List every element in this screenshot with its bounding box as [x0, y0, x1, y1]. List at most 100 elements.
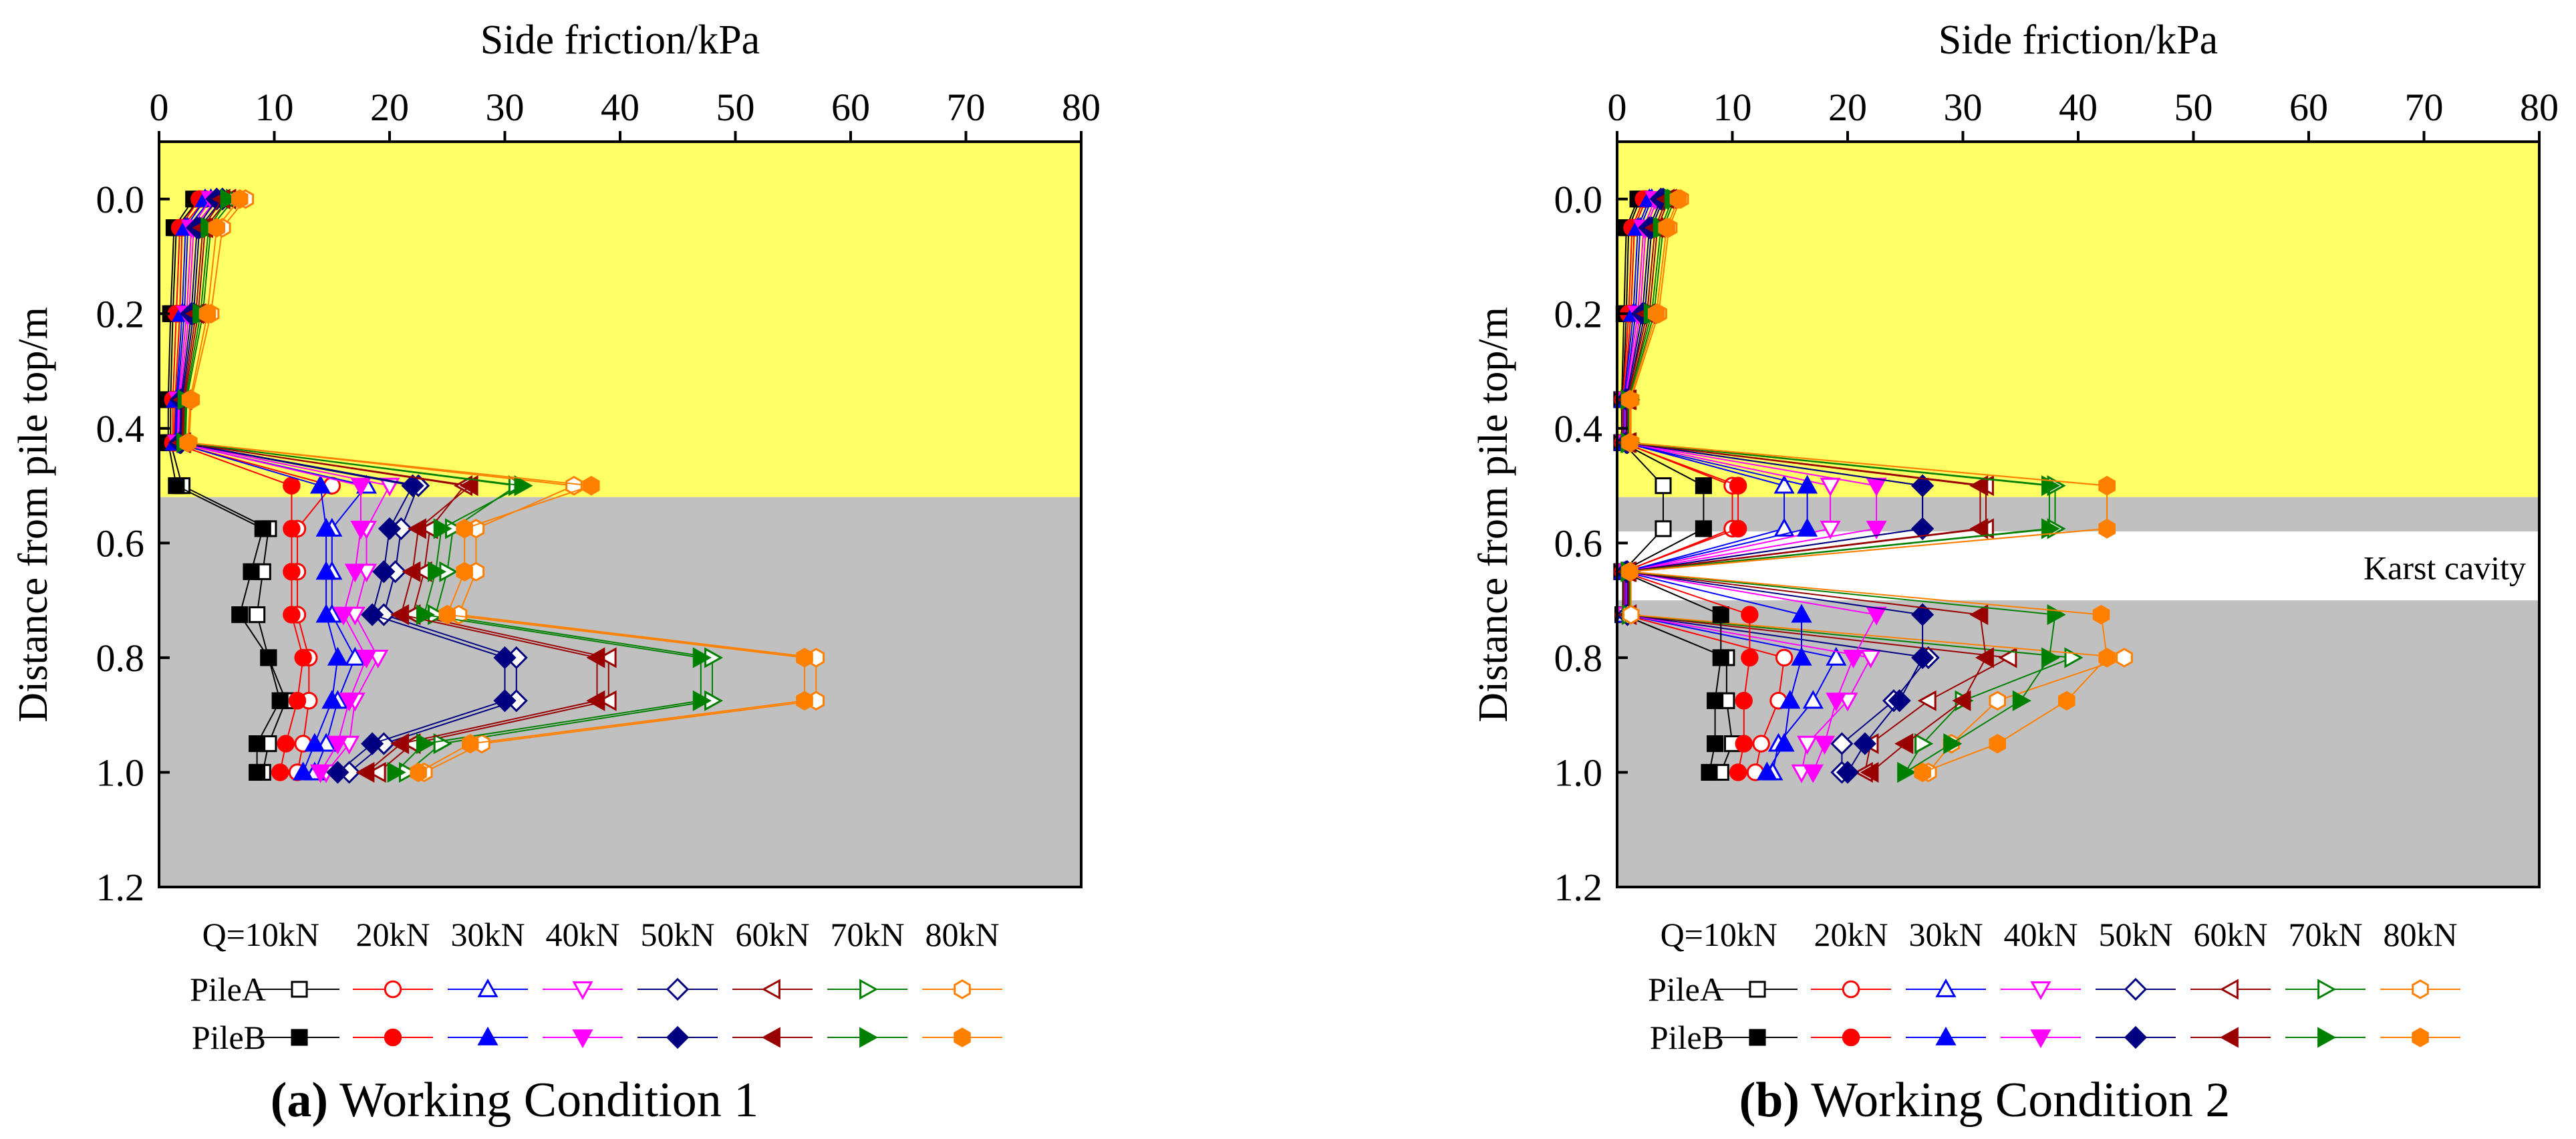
panel-b-data-point: [1888, 689, 1911, 713]
panel-a-legend-marker: [859, 979, 879, 1000]
panel-a-legend-load-label: 20kN: [355, 916, 430, 953]
panel-a-x-tick-label: 60: [831, 86, 870, 129]
panel-a-data-point: [428, 561, 447, 582]
panel-b-data-point: [1820, 477, 1841, 497]
panel-a-data-point: [378, 517, 402, 541]
panel-b-legend-marker: [2317, 979, 2337, 1000]
panel-b-data-point: [1830, 732, 1854, 755]
panel-a-data-point: [796, 690, 813, 711]
panel-b-data-point: [1695, 477, 1712, 495]
panel-a-data-point: [692, 647, 712, 668]
panel-a-data-point: [344, 563, 366, 583]
panel-b-legend-marker: [1935, 1026, 1957, 1045]
panel-b-legend-marker: [1842, 1028, 1860, 1047]
panel-a-data-point: [179, 432, 196, 453]
panel-b-data-point: [1712, 606, 1729, 624]
panel-b-data-point: [1943, 733, 1963, 755]
panel-a-legend-marker: [761, 1027, 780, 1048]
panel-b-legend-load-label: 50kN: [2098, 916, 2172, 953]
panel-a-legend-marker: [291, 1029, 308, 1046]
panel-b-x-tick-label: 20: [1828, 86, 1867, 129]
panel-b-data-point: [1621, 432, 1638, 453]
panel-a-data-point: [326, 761, 349, 784]
panel-b-data-point: [2041, 475, 2060, 497]
panel-a-legend-marker: [291, 981, 308, 998]
panel-b-data-point: [1621, 390, 1638, 410]
panel-b-data-point: [1894, 733, 1914, 755]
panel-b-y-axis-title: Distance from pile top/m: [1471, 307, 1516, 723]
panel-b-data-point: [1969, 518, 1989, 539]
panel-a-data-point: [254, 520, 271, 537]
panel-b-y-tick-label: 0.8: [1554, 636, 1603, 680]
panel-a-legend-marker: [666, 1025, 690, 1049]
panel-b-data-point: [1655, 477, 1672, 495]
panel-b-legend-load-label: 40kN: [2003, 916, 2078, 953]
panel-b-data-point: [1797, 475, 1818, 494]
panel-a-data-point: [459, 475, 478, 497]
panel-b-y-tick-label: 1.2: [1554, 866, 1603, 909]
panel-a-data-point: [327, 735, 348, 755]
panel-b-data-point: [1773, 733, 1795, 752]
panel-b-data-point: [1998, 647, 2017, 668]
panel-a-x-tick-label: 40: [601, 86, 639, 129]
panel-a-data-point: [462, 733, 479, 754]
panel-a-data-point: [294, 648, 312, 667]
panel-a-data-point: [231, 606, 249, 624]
panel-a-data-point: [387, 761, 406, 783]
panel-a-legend-header: Q=10kN: [202, 916, 319, 953]
panel-a-data-point: [361, 603, 384, 626]
panel-b-data-point: [1989, 733, 2006, 754]
panel-a-data-point: [796, 648, 813, 668]
panel-a-data-point: [260, 649, 277, 666]
panel-a-legend-marker: [954, 979, 971, 999]
panel-b-y-tick-label: 1.0: [1554, 751, 1603, 794]
panel-b-x-tick-label: 30: [1944, 86, 1983, 129]
panel-a-data-point: [456, 561, 473, 582]
panel-a-series: [160, 187, 825, 784]
panel-a-legend-marker: [384, 980, 402, 999]
panel-b-data-point: [1826, 646, 1847, 666]
panel-b-band-label: Karst cavity: [2364, 549, 2526, 587]
panel-b-x-tick-label: 70: [2405, 86, 2444, 129]
panel-b-data-point: [1802, 764, 1824, 783]
panel-b-data-point: [1814, 735, 1836, 755]
panel-b-data-point: [1775, 648, 1794, 667]
panel-a-data-point: [339, 692, 360, 712]
panel-a-data-point: [288, 692, 307, 710]
panel-a-data-point: [361, 732, 384, 755]
panel-a-legend-marker: [954, 1027, 971, 1047]
panel-a-legend-marker: [477, 978, 498, 997]
panel-b-data-point: [2098, 648, 2116, 668]
panel-a-x-axis-title: Side friction/kPa: [480, 17, 760, 63]
panel-b-data-point: [1853, 732, 1876, 755]
panel-a-data-point: [408, 518, 426, 539]
panel-a-legend-row-label: PileA: [190, 971, 266, 1008]
panel-a-data-point: [198, 303, 217, 324]
panel-a-band-0: [159, 142, 1081, 497]
panel-a-data-point: [293, 761, 314, 781]
panel-b-data-point: [1952, 690, 1971, 711]
panel-a-data-point: [315, 604, 337, 623]
panel-a-legend-row-label: PileB: [192, 1019, 266, 1056]
panel-b-data-point: [1860, 761, 1879, 783]
panel-a-data-point: [350, 477, 372, 497]
panel-a-legend-marker: [384, 1028, 402, 1047]
panel-b-x-tick-label: 0: [1608, 86, 1627, 129]
panel-b-data-point: [1729, 477, 1747, 495]
panel-b-caption-text: Working Condition 2: [1800, 1073, 2230, 1128]
panel-a-data-point: [315, 561, 337, 580]
panel-a-data-point: [315, 517, 337, 537]
panel-b-data-point: [1897, 761, 1916, 783]
panel-b-data-point: [1802, 690, 1824, 709]
panel-a-data-point: [390, 604, 410, 626]
panel-b-legend-load-label: 80kN: [2383, 916, 2457, 953]
panel-a-x-tick-label: 30: [486, 86, 525, 129]
panel-a-x-tick-label: 50: [716, 86, 755, 129]
panel-b-data-point: [1779, 690, 1801, 709]
panel-a-data-point: [401, 474, 424, 497]
panel-b-data-point: [1826, 692, 1847, 712]
panel-b-x-tick-label: 10: [1713, 86, 1752, 129]
panel-b-legend-load-label: 70kN: [2288, 916, 2362, 953]
panel-b-data-point: [1836, 761, 1860, 784]
panel-b-x-tick-label: 50: [2174, 86, 2213, 129]
